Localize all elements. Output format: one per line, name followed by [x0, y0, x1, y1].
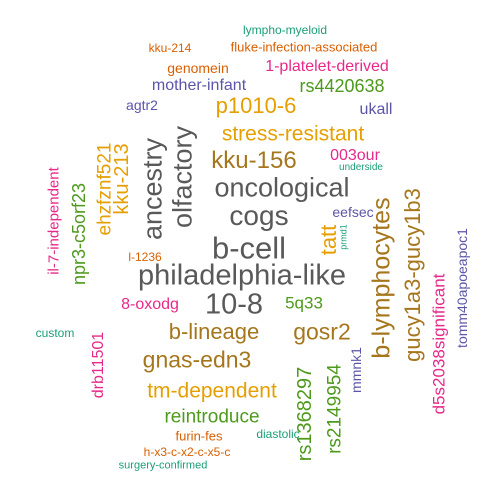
word-10-8: 10-8 — [204, 288, 264, 321]
word-rs2149954: rs2149954 — [324, 364, 346, 454]
word-1-platelet-derived: 1-platelet-derived — [265, 58, 389, 75]
word-mother-infant: mother-infant — [151, 77, 247, 94]
word-5q33: 5q33 — [285, 293, 323, 313]
word-cogs: cogs — [229, 200, 289, 231]
word-kku-213: kku-213 — [111, 143, 133, 215]
word-furin-fes: furin-fes — [175, 428, 223, 444]
word-mmnk1: mmnk1 — [348, 347, 364, 393]
word-oncological: oncological — [214, 172, 350, 203]
word-kku-156: kku-156 — [211, 147, 297, 174]
word-prmd1: prmd1 — [338, 224, 349, 250]
word-fluke-infection-associated: fluke-infection-associated — [230, 39, 378, 55]
word-agtr2: agtr2 — [126, 97, 158, 113]
word-diastolic: diastolic — [256, 427, 300, 441]
word-surgery-confirmed: surgery-confirmed — [118, 459, 208, 472]
word-lympho-myeloid: lympho-myeloid — [242, 23, 328, 37]
word-gosr2: gosr2 — [293, 318, 351, 345]
word-rs1368297: rs1368297 — [294, 366, 316, 462]
word-gucy1a3-gucy1b3: gucy1a3-gucy1b3 — [400, 188, 425, 362]
word-underside: underside — [339, 162, 383, 173]
word-ancestry: ancestry — [137, 137, 168, 241]
word-ukall: ukall — [359, 101, 393, 118]
word-b-lineage: b-lineage — [168, 319, 260, 344]
word-npr3-c5orf23: npr3-c5orf23 — [69, 182, 89, 286]
word-kku-214: kku-214 — [148, 41, 192, 55]
word-stress-resistant: stress-resistant — [221, 122, 365, 146]
word-p1010-6: p1010-6 — [215, 93, 297, 118]
word-genomein: genomein — [167, 60, 229, 76]
word-rs4420638: rs4420638 — [299, 76, 385, 96]
word-h-x3-c-x2-c-x5-c: h-x3-c-x2-c-x5-c — [143, 445, 231, 459]
word-tatt: tatt — [316, 224, 341, 256]
word-eefsec: eefsec — [332, 204, 374, 220]
word-tm-dependent: tm-dependent — [147, 379, 277, 403]
word-8-oxodg: 8-oxodg — [121, 296, 179, 313]
word-003our: 003our — [330, 147, 380, 164]
word-reintroduce: reintroduce — [164, 406, 260, 428]
word-b-lymphocytes: b-lymphocytes — [367, 197, 396, 359]
word-philadelphia-like: philadelphia-like — [138, 259, 346, 292]
word-gnas-edn3: gnas-edn3 — [142, 346, 252, 373]
word-drb11501: drb11501 — [90, 331, 107, 399]
word-d5s2038significant: d5s2038significant — [429, 273, 449, 415]
word-l-1236: l-1236 — [128, 250, 162, 264]
word-olfactory: olfactory — [167, 125, 198, 229]
word-custom: custom — [35, 326, 75, 340]
word-tomm40apoeapoc1: tomm40apoeapoc1 — [454, 228, 470, 348]
word-b-cell: b-cell — [211, 230, 287, 266]
word-il-7-independent: il-7-independent — [45, 167, 63, 275]
